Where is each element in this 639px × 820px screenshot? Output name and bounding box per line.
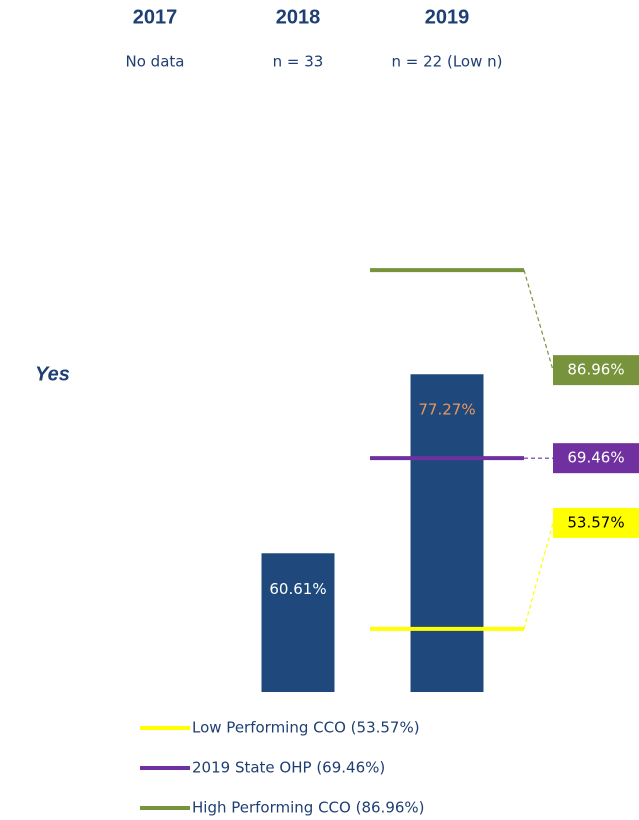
bar-value-label: 77.27% [418, 401, 475, 419]
column-header: 2018 [276, 6, 321, 28]
column-header: 2019 [425, 6, 470, 28]
reference-label-box [553, 443, 639, 474]
bar-value-label: 60.61% [269, 580, 326, 598]
legend-label: Low Performing CCO (53.57%) [192, 719, 420, 737]
reference-label: 53.57% [567, 513, 624, 531]
connector [523, 269, 554, 371]
reference-label: 69.46% [567, 449, 624, 467]
row-label: Yes [35, 363, 70, 385]
column-note: n = 33 [273, 53, 324, 71]
bar [261, 553, 335, 692]
legend-label: High Performing CCO (86.96%) [192, 799, 425, 817]
bar [410, 374, 484, 692]
column-note: n = 22 (Low n) [392, 53, 503, 71]
reference-label: 86.96% [567, 361, 624, 379]
reference-label-box [553, 507, 639, 538]
reference-label-box [553, 355, 639, 386]
column-header: 2017 [133, 6, 178, 28]
connector [523, 522, 554, 630]
column-note: No data [126, 53, 185, 71]
legend-label: 2019 State OHP (69.46%) [192, 759, 385, 777]
